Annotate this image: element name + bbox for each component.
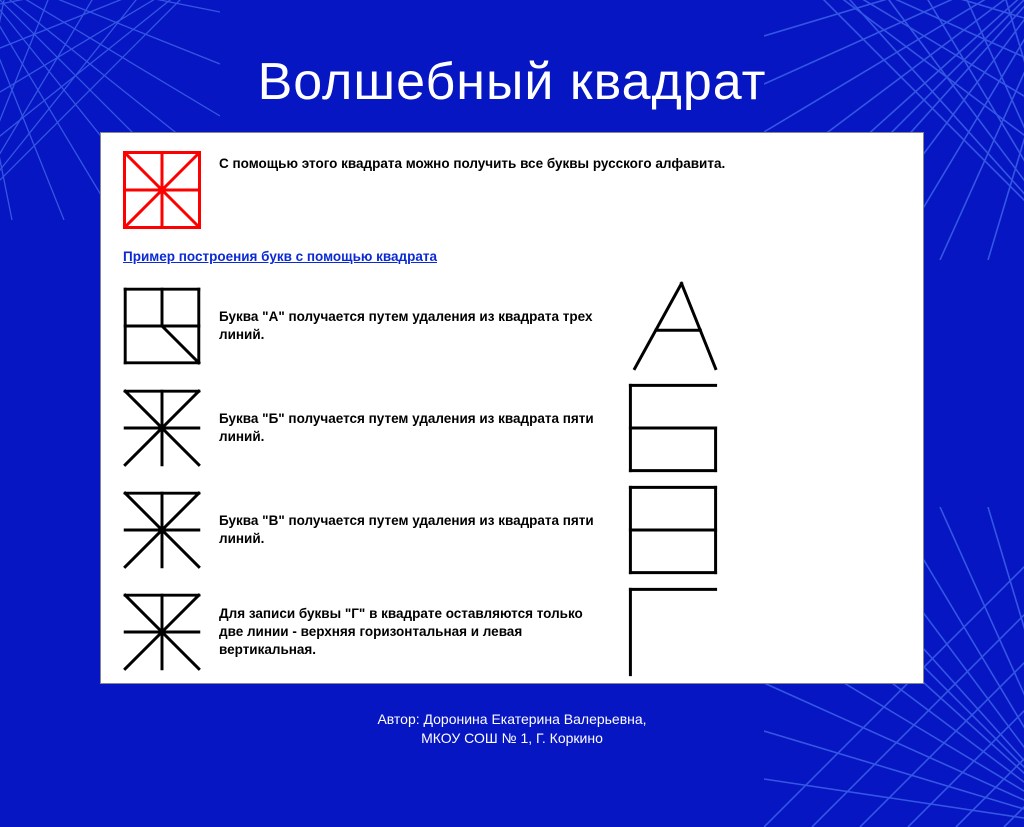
- footer-line-1: Автор: Доронина Екатерина Валерьевна,: [0, 710, 1024, 730]
- slide-footer: Автор: Доронина Екатерина Валерьевна, МК…: [0, 710, 1024, 749]
- letter-v-icon: [627, 484, 719, 576]
- slide-title: Волшебный квадрат: [0, 52, 1024, 112]
- square-letter-b-construction-icon: [123, 287, 201, 365]
- example-row: Буква "В" получается путем удаления из к…: [123, 484, 901, 576]
- letter-a-icon: [627, 280, 719, 372]
- content-card: С помощью этого квадрата можно получить …: [100, 132, 924, 684]
- example-text: Буква "А" получается путем удаления из к…: [219, 308, 609, 344]
- magic-square-icon: [123, 151, 201, 229]
- letter-b-icon: [627, 382, 719, 474]
- example-text: Буква "Б" получается путем удаления из к…: [219, 410, 609, 446]
- footer-line-2: МКОУ СОШ № 1, Г. Коркино: [0, 729, 1024, 749]
- square-star-icon: [123, 389, 201, 467]
- example-text: Буква "В" получается путем удаления из к…: [219, 512, 609, 548]
- example-row: Буква "Б" получается путем удаления из к…: [123, 382, 901, 474]
- letter-g-icon: [627, 586, 719, 678]
- square-star-icon: [123, 593, 201, 671]
- example-row: Буква "А" получается путем удаления из к…: [123, 280, 901, 372]
- square-star-icon: [123, 491, 201, 569]
- examples-list: Буква "А" получается путем удаления из к…: [123, 280, 901, 678]
- example-row: Для записи буквы "Г" в квадрате оставляю…: [123, 586, 901, 678]
- example-heading: Пример построения букв с помощью квадрат…: [123, 249, 901, 264]
- intro-text: С помощью этого квадрата можно получить …: [219, 151, 725, 173]
- example-text: Для записи буквы "Г" в квадрате оставляю…: [219, 605, 609, 660]
